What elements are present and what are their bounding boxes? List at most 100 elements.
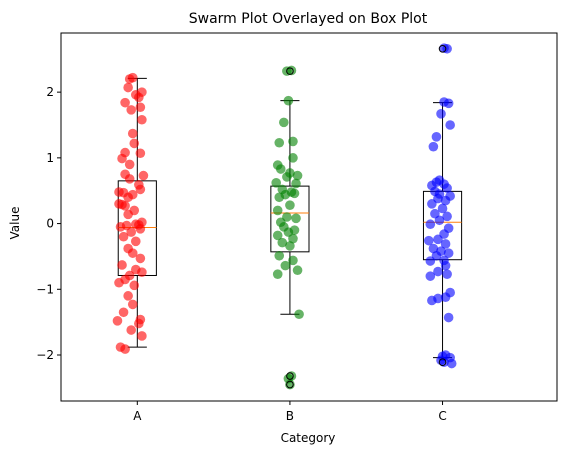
point-b-18 [274,192,285,203]
point-a-49 [123,291,133,301]
point-b-13 [291,178,301,189]
point-a-15 [124,159,135,170]
y-axis-label: Value [8,207,22,240]
point-a-17 [138,170,149,181]
point-c-4 [436,109,446,119]
point-a-27 [120,201,130,211]
point-a-48 [129,280,140,291]
point-b-28 [288,233,298,244]
point-a-14 [117,153,127,164]
axes-frame [60,32,558,402]
point-b-20 [272,205,283,216]
point-c-19 [437,203,448,214]
outlier-b-0 [286,67,294,75]
point-c-34 [425,256,436,266]
point-c-3 [443,98,454,109]
point-a-53 [112,316,123,326]
point-c-17 [440,195,451,206]
point-c-48 [439,357,449,368]
point-c-42 [427,295,437,306]
point-c-21 [442,211,452,222]
point-b-31 [274,250,285,261]
point-c-12 [442,183,452,193]
outlier-c-0 [438,44,447,53]
point-c-28 [440,239,451,249]
point-a-20 [135,184,146,195]
point-b-22 [291,213,301,224]
point-a-44 [137,267,147,278]
outlier-b-2 [286,380,294,389]
point-a-54 [134,318,144,329]
point-c-23 [425,219,436,230]
point-b-16 [289,188,300,199]
point-b-6 [288,153,298,163]
point-c-29 [428,243,439,254]
x-axis-label: Category [281,431,336,445]
point-c-26 [433,234,443,245]
point-b-3 [279,117,289,128]
point-a-35 [135,224,146,234]
x-tick-label-a: A [133,409,142,423]
point-b-35 [272,269,283,279]
chart-title: Swarm Plot Overlayed on Box Plot [189,11,428,27]
point-a-40 [127,248,138,258]
point-c-43 [443,312,454,323]
point-b-27 [272,230,283,241]
point-b-4 [288,136,298,147]
point-b-29 [277,237,288,248]
point-a-37 [118,231,129,242]
outlier-c-1 [438,358,447,367]
point-b-8 [292,170,303,181]
point-a-58 [120,344,130,354]
y-tick-label-4: 2 [46,85,54,99]
point-b-11 [282,172,292,182]
point-c-36 [433,266,443,277]
point-a-8 [126,105,137,115]
point-a-55 [126,325,137,335]
point-a-5 [134,92,144,103]
point-a-6 [120,97,130,108]
point-a-56 [137,331,147,341]
point-b-34 [292,265,303,276]
y-tick-label-2: 0 [46,217,54,231]
y-tick-label-1: −1 [36,282,54,296]
point-b-33 [280,260,291,271]
point-a-29 [123,209,133,220]
point-c-37 [442,269,452,279]
point-b-32 [288,255,298,266]
point-a-51 [118,307,129,318]
point-c-35 [440,260,451,271]
x-tick-label-c: C [438,409,446,423]
plot-area: −2 −1 0 1 2 A B C [36,32,558,423]
point-a-24 [123,192,133,203]
point-b-36 [294,309,304,320]
point-c-5 [445,120,455,130]
point-a-50 [127,299,138,310]
point-c-31 [443,248,454,258]
point-b-10 [275,164,286,174]
point-a-34 [115,222,126,232]
point-a-11 [129,138,140,149]
point-c-27 [424,235,434,246]
point-b-2 [283,95,294,106]
y-tick-label-3: 1 [46,151,54,165]
outlier-b-1 [286,372,294,380]
point-c-40 [440,292,451,302]
point-a-41 [135,253,146,264]
point-c-18 [427,199,437,209]
point-a-18 [124,174,135,184]
point-a-9 [137,114,147,125]
x-tick-label-b: B [286,409,294,423]
point-a-47 [114,277,124,288]
point-a-13 [135,148,146,159]
point-a-38 [130,236,141,247]
point-a-7 [135,102,146,113]
point-b-30 [285,241,295,251]
box-b [270,185,310,253]
point-a-42 [117,260,127,270]
point-a-10 [127,128,138,139]
point-a-1 [124,74,135,84]
point-b-5 [274,137,285,148]
point-c-6 [431,132,442,142]
